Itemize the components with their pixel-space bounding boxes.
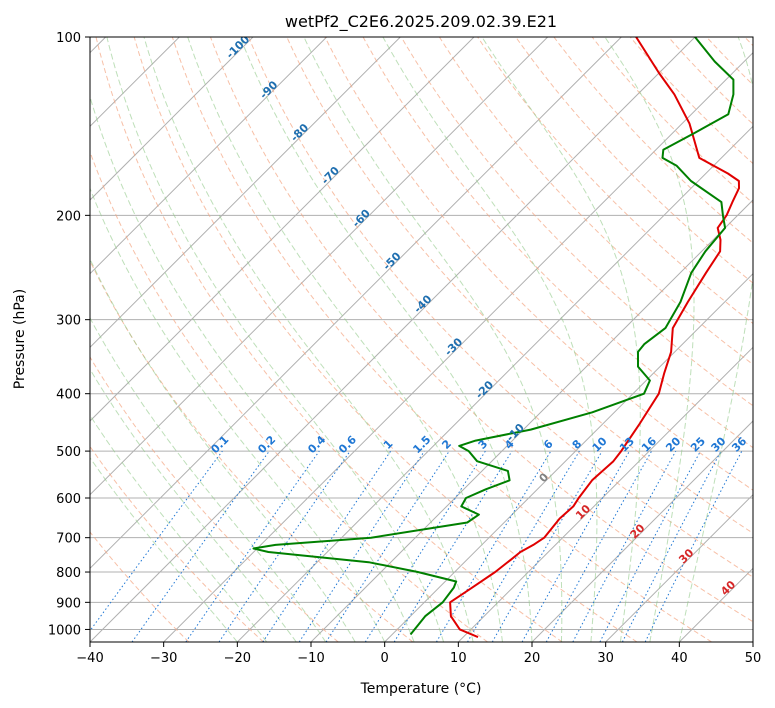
dry-adiabat-line [90, 356, 339, 642]
dry-adiabat-line [591, 37, 753, 204]
y-tick-label: 700 [56, 532, 81, 547]
isotherm-line [90, 37, 622, 570]
isotherm-line [752, 641, 753, 642]
x-tick-label: 40 [671, 651, 688, 666]
moist-adiabat-line [143, 37, 474, 642]
moist-adiabat-line [382, 37, 598, 642]
mixing-ratio-line [364, 450, 486, 642]
isotherm-line [90, 37, 696, 642]
mixing-ratio-line [325, 450, 450, 642]
dry-adiabat-line [362, 37, 753, 449]
dry-adiabat-line [133, 37, 638, 642]
dry-adiabat-line [95, 37, 563, 642]
isotherm-line [90, 37, 401, 349]
y-tick-label: 600 [56, 492, 81, 507]
mixing-ratio-line [90, 450, 223, 632]
moist-adiabat-line [90, 456, 238, 642]
mixing-ratio-line [545, 450, 653, 642]
moist-adiabat-line [187, 37, 503, 642]
dry-adiabat-line [438, 37, 753, 366]
x-tick-label: −20 [224, 651, 251, 666]
moist-adiabat-line [90, 95, 415, 642]
moist-adiabat-line [481, 37, 641, 642]
x-tick-label: 10 [450, 651, 467, 666]
isotherm-line [163, 51, 753, 642]
mixing-ratio-line [393, 450, 513, 642]
plot-area [90, 37, 753, 642]
isotherm-line [90, 37, 254, 201]
y-tick-label: 100 [56, 31, 81, 46]
x-tick-label: 50 [745, 651, 762, 666]
dry-adiabat-line [248, 37, 753, 578]
moist-adiabat-line [303, 37, 563, 642]
mixing-ratio-line [435, 450, 552, 642]
isotherm-line [384, 272, 753, 642]
dry-adiabat-line [400, 37, 753, 407]
dry-adiabat-line [324, 37, 753, 491]
mixing-ratio-line [491, 450, 603, 642]
x-tick-label: 0 [381, 651, 389, 666]
y-tick-label: 800 [56, 566, 81, 581]
x-tick-label: −30 [150, 651, 177, 666]
mixing-ratio-line [521, 450, 630, 642]
moist-adiabat-line [678, 37, 753, 642]
dry-adiabat-line [210, 37, 753, 623]
x-tick-label: −40 [76, 651, 103, 666]
dry-adiabat-line [171, 37, 712, 642]
x-axis-title: Temperature (°C) [360, 681, 482, 697]
y-tick-label: 300 [56, 314, 81, 329]
dry-adiabat-line [90, 259, 414, 642]
dewpoint-profile-line [252, 37, 735, 636]
isotherm-line [90, 37, 475, 422]
y-tick-label: 1000 [48, 623, 81, 638]
isotherm-line [605, 493, 753, 642]
dry-adiabat-line [90, 150, 488, 642]
y-axis-title: Pressure (hPa) [12, 289, 28, 389]
y-tick-label: 900 [56, 596, 81, 611]
x-tick-label: 30 [597, 651, 614, 666]
moist-adiabat-line [604, 37, 695, 642]
plot-frame [89, 36, 754, 643]
y-tick-label: 500 [56, 445, 81, 460]
moist-adiabat-line [90, 316, 327, 642]
moist-adiabat-line [90, 414, 268, 642]
isotherm-line [90, 37, 328, 275]
chart-title: wetPf2_C2E6.2025.209.02.39.E21 [285, 12, 557, 32]
moist-adiabat-line [239, 37, 533, 642]
dry-adiabat-line [90, 531, 190, 642]
mixing-ratio-line [218, 450, 351, 642]
y-tick-label: 200 [56, 209, 81, 224]
dry-adiabat-line [477, 37, 753, 325]
dry-adiabat-line [286, 37, 753, 534]
x-tick-label: −10 [297, 651, 324, 666]
mixing-ratio-line [185, 450, 320, 642]
y-tick-label: 400 [56, 388, 81, 403]
mixing-ratio-line [131, 450, 270, 642]
dry-adiabat-line [553, 37, 753, 244]
moist-adiabat-line [106, 37, 445, 642]
moist-adiabat-line [90, 368, 297, 642]
isotherm-line [90, 37, 549, 496]
x-tick-label: 20 [524, 651, 541, 666]
mixing-ratio-line [467, 450, 580, 642]
temperature-profile-line [449, 37, 740, 639]
mixing-ratio-line [572, 450, 677, 642]
